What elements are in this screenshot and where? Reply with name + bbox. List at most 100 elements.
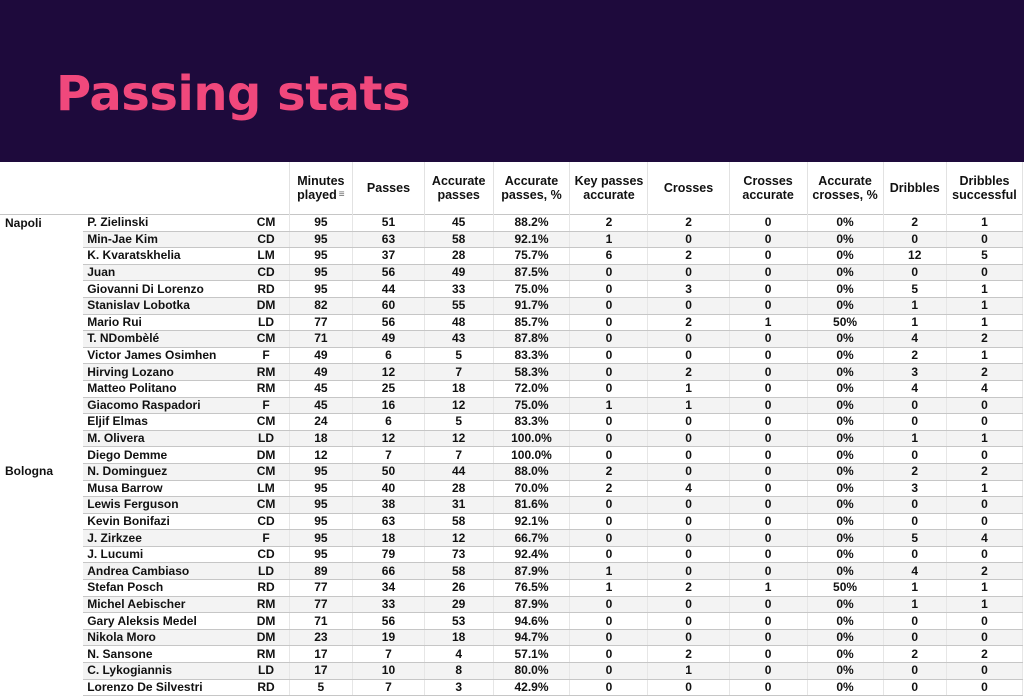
sort-icon[interactable]: ≡ bbox=[338, 189, 345, 201]
team-cell: Bologna bbox=[0, 463, 84, 480]
crosses: 2 bbox=[647, 579, 730, 597]
accurate-passes-pct: 57.1% bbox=[493, 645, 571, 664]
minutes-played: 95 bbox=[289, 231, 354, 249]
player-name: N. Dominguez bbox=[83, 463, 244, 481]
accurate-crosses-pct: 0% bbox=[807, 347, 884, 365]
key-passes-accurate: 0 bbox=[569, 280, 649, 298]
key-passes-accurate: 0 bbox=[569, 546, 649, 564]
crosses-accurate: 0 bbox=[729, 546, 808, 564]
passes: 19 bbox=[352, 629, 425, 647]
crosses-accurate: 0 bbox=[729, 363, 808, 381]
table-row: Andrea Cambiaso LD 89 66 58 87.9% 1 0 0 0% 4 2 bbox=[0, 562, 1024, 581]
header-accurate-passes-pct[interactable]: Accurate passes, % bbox=[493, 162, 571, 215]
accurate-passes: 58 bbox=[424, 513, 494, 531]
accurate-passes: 48 bbox=[424, 314, 494, 332]
crosses-accurate: 0 bbox=[729, 347, 808, 365]
minutes-played: 82 bbox=[289, 297, 354, 315]
crosses-accurate: 0 bbox=[729, 612, 808, 630]
key-passes-accurate: 0 bbox=[569, 413, 649, 431]
header-player bbox=[83, 162, 244, 215]
player-name: M. Olivera bbox=[83, 430, 244, 448]
accurate-passes: 12 bbox=[424, 430, 494, 448]
crosses: 0 bbox=[647, 629, 730, 647]
position: CM bbox=[243, 330, 290, 348]
dribbles-successful: 2 bbox=[946, 645, 1024, 664]
header-accurate-passes[interactable]: Accurate passes bbox=[424, 162, 494, 215]
header-minutes-played[interactable]: Minutes played ≡ bbox=[289, 162, 354, 215]
header-accurate-crosses-pct[interactable]: Accurate crosses, % bbox=[807, 162, 884, 215]
passes: 56 bbox=[352, 264, 425, 282]
key-passes-accurate: 0 bbox=[569, 264, 649, 282]
accurate-passes: 12 bbox=[424, 397, 494, 415]
accurate-crosses-pct: 0% bbox=[807, 662, 884, 680]
accurate-passes: 45 bbox=[424, 214, 494, 232]
accurate-passes: 29 bbox=[424, 596, 494, 614]
team-cell bbox=[0, 247, 84, 265]
crosses: 0 bbox=[647, 596, 730, 614]
player-name: J. Lucumi bbox=[83, 546, 244, 564]
header-passes[interactable]: Passes bbox=[352, 162, 425, 215]
passes: 7 bbox=[352, 679, 425, 696]
team-cell bbox=[0, 330, 84, 348]
position: CD bbox=[243, 513, 290, 531]
accurate-passes: 18 bbox=[424, 629, 494, 647]
header-row: Minutes played ≡ Passes Accurate passes A… bbox=[0, 162, 1024, 215]
passes: 10 bbox=[352, 662, 425, 680]
table-row: Juan CD 95 56 49 87.5% 0 0 0 0% 0 0 bbox=[0, 264, 1024, 282]
table-row: M. Olivera LD 18 12 12 100.0% 0 0 0 0% 1 1 bbox=[0, 430, 1024, 448]
table-row: Stanislav Lobotka DM 82 60 55 91.7% 0 0 0 0% 1 1 bbox=[0, 297, 1024, 315]
accurate-crosses-pct: 0% bbox=[807, 330, 884, 348]
passes: 34 bbox=[352, 579, 425, 597]
minutes-played: 95 bbox=[289, 480, 354, 498]
header-dribbles[interactable]: Dribbles bbox=[883, 162, 947, 215]
table-row: T. NDombèlé CM 71 49 43 87.8% 0 0 0 0% 4 2 bbox=[0, 330, 1024, 348]
header-banner: Passing stats bbox=[0, 0, 1024, 162]
table-row: Diego Demme DM 12 7 7 100.0% 0 0 0 0% 0 0 bbox=[0, 446, 1024, 464]
position: RM bbox=[243, 645, 290, 664]
table-row: Lorenzo De Silvestri RD 5 7 3 42.9% 0 0 0 0% 0 0 bbox=[0, 679, 1024, 696]
accurate-passes-pct: 76.5% bbox=[493, 579, 571, 597]
dribbles-successful: 0 bbox=[946, 413, 1024, 431]
team-cell bbox=[0, 629, 84, 646]
accurate-passes-pct: 75.0% bbox=[493, 397, 571, 415]
passes: 66 bbox=[352, 562, 425, 581]
position: F bbox=[243, 397, 290, 415]
position: DM bbox=[243, 612, 290, 630]
header-crosses[interactable]: Crosses bbox=[647, 162, 730, 215]
position: LM bbox=[243, 247, 290, 265]
accurate-passes-pct: 66.7% bbox=[493, 529, 571, 547]
crosses-accurate: 0 bbox=[729, 446, 808, 464]
accurate-crosses-pct: 0% bbox=[807, 380, 884, 398]
table-row: Gary Aleksis Medel DM 71 56 53 94.6% 0 0 0 0% 0 0 bbox=[0, 612, 1024, 630]
crosses: 2 bbox=[647, 314, 730, 332]
key-passes-accurate: 2 bbox=[569, 463, 649, 481]
dribbles-successful: 0 bbox=[946, 612, 1024, 630]
player-name: C. Lykogiannis bbox=[83, 662, 244, 680]
header-crosses-accurate[interactable]: Crosses accurate bbox=[729, 162, 808, 215]
passes: 25 bbox=[352, 380, 425, 398]
key-passes-accurate: 2 bbox=[569, 214, 649, 232]
passes: 16 bbox=[352, 397, 425, 415]
header-key-passes-accurate[interactable]: Key passes accurate bbox=[569, 162, 649, 215]
accurate-passes-pct: 100.0% bbox=[493, 446, 571, 464]
dribbles-successful: 0 bbox=[946, 679, 1024, 696]
position: RM bbox=[243, 380, 290, 398]
dribbles-successful: 2 bbox=[946, 330, 1024, 348]
header-dribbles-successful[interactable]: Dribbles successful bbox=[946, 162, 1024, 215]
header-team bbox=[0, 162, 84, 215]
table-row: Victor James Osimhen F 49 6 5 83.3% 0 0 0 0% 2 1 bbox=[0, 347, 1024, 365]
table-row: J. Zirkzee F 95 18 12 66.7% 0 0 0 0% 5 4 bbox=[0, 529, 1024, 547]
passes: 12 bbox=[352, 363, 425, 381]
passes: 50 bbox=[352, 463, 425, 481]
crosses: 4 bbox=[647, 480, 730, 498]
crosses: 2 bbox=[647, 363, 730, 381]
dribbles-successful: 1 bbox=[946, 347, 1024, 365]
accurate-passes: 53 bbox=[424, 612, 494, 630]
page-title: Passing stats bbox=[56, 66, 411, 122]
minutes-played: 77 bbox=[289, 314, 354, 332]
dribbles: 0 bbox=[883, 662, 947, 680]
position: RD bbox=[243, 679, 290, 696]
minutes-played: 95 bbox=[289, 214, 354, 232]
table-row: Musa Barrow LM 95 40 28 70.0% 2 4 0 0% 3 1 bbox=[0, 480, 1024, 498]
minutes-played: 49 bbox=[289, 347, 354, 365]
